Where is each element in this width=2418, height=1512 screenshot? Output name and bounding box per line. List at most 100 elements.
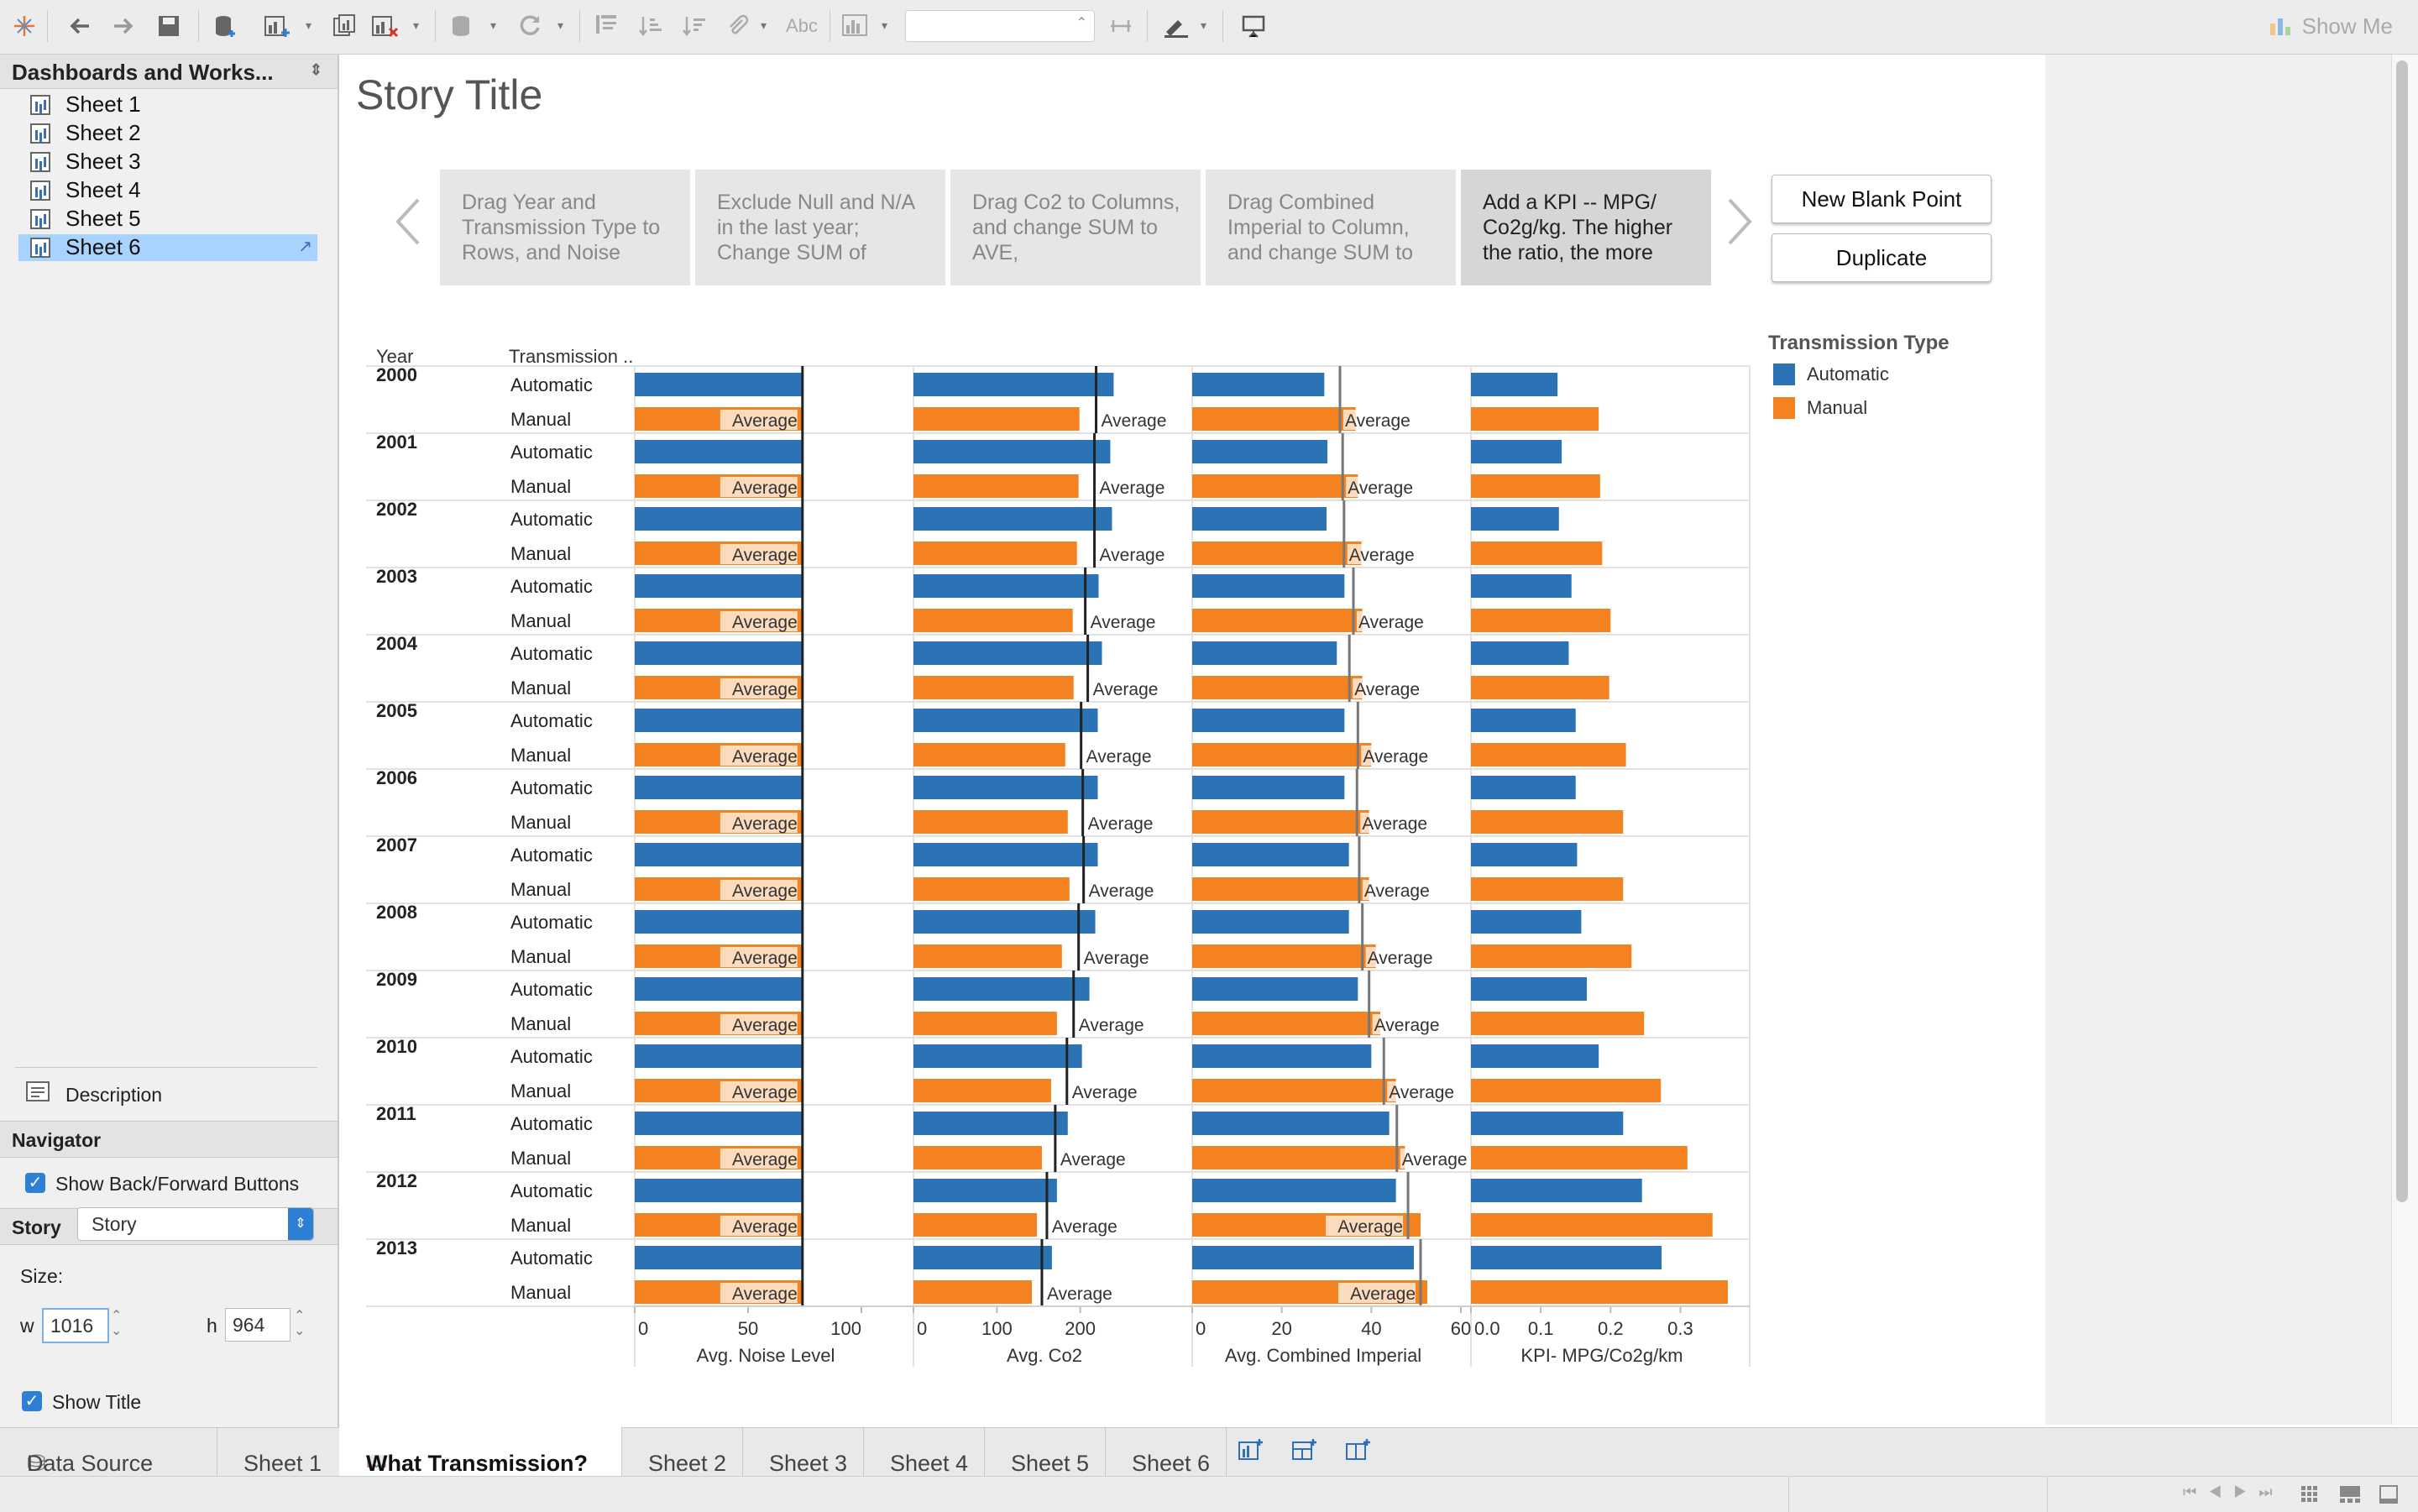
sheet-tab[interactable]: Sheet 1	[217, 1427, 340, 1476]
bar-manual[interactable]	[913, 541, 1077, 565]
bar-manual[interactable]	[1471, 1012, 1645, 1035]
bar-manual[interactable]	[1192, 1146, 1405, 1169]
bar-manual[interactable]	[913, 1280, 1033, 1304]
pin-icon[interactable]	[1107, 12, 1135, 40]
bar-manual[interactable]	[1471, 407, 1599, 431]
story-point[interactable]: Exclude Null and N/A in the last year; C…	[695, 170, 945, 285]
bar-automatic[interactable]	[913, 1044, 1082, 1068]
new-story-tab-icon[interactable]	[1345, 1437, 1372, 1467]
new-blank-point-button[interactable]: New Blank Point	[1772, 175, 1991, 223]
sort-icon[interactable]: ⇕	[309, 61, 322, 78]
bar-manual[interactable]	[1192, 810, 1369, 834]
bar-manual[interactable]	[913, 1079, 1051, 1102]
new-worksheet-tab-icon[interactable]	[1238, 1437, 1264, 1467]
story-point[interactable]: Add a KPI -- MPG/ Co2g/kg. The higher th…	[1461, 170, 1711, 285]
bar-automatic[interactable]	[1192, 1246, 1414, 1269]
bar-automatic[interactable]	[1192, 1179, 1396, 1202]
bar-manual[interactable]	[1192, 944, 1376, 968]
story-point[interactable]: Drag Year and Transmission Type to Rows,…	[440, 170, 690, 285]
bar-manual[interactable]	[913, 944, 1062, 968]
bar-automatic[interactable]	[1192, 1044, 1372, 1068]
bar-automatic[interactable]	[1471, 373, 1558, 396]
bar-automatic[interactable]	[635, 440, 803, 463]
duplicate-sheet-icon[interactable]	[331, 12, 359, 40]
bar-automatic[interactable]	[1471, 776, 1576, 799]
bar-automatic[interactable]	[635, 1044, 803, 1068]
bar-manual[interactable]	[913, 1213, 1038, 1237]
bar-manual[interactable]	[913, 1012, 1057, 1035]
bar-manual[interactable]	[1471, 1280, 1729, 1304]
bar-automatic[interactable]	[635, 641, 803, 665]
bar-automatic[interactable]	[635, 977, 803, 1001]
bar-automatic[interactable]	[1471, 843, 1578, 866]
sort-ascending-icon[interactable]	[636, 12, 665, 40]
bar-manual[interactable]	[1471, 474, 1600, 498]
sheet-navigation-icons[interactable]: ⏮◀▶⏭	[2183, 1483, 2285, 1500]
text-icon[interactable]: Abc	[786, 15, 818, 36]
bar-automatic[interactable]	[1471, 440, 1562, 463]
bar-manual[interactable]	[1192, 676, 1363, 699]
width-input[interactable]: 1016	[42, 1308, 109, 1343]
bar-automatic[interactable]	[1471, 977, 1588, 1001]
bar-manual[interactable]	[1471, 1213, 1713, 1237]
sheet-tab[interactable]: 📖 What Transmission?	[339, 1427, 622, 1476]
bar-automatic[interactable]	[1192, 977, 1358, 1001]
bar-manual[interactable]	[1471, 810, 1624, 834]
bar-manual[interactable]	[913, 877, 1070, 901]
new-worksheet-icon[interactable]	[264, 12, 292, 40]
bar-automatic[interactable]	[1192, 373, 1325, 396]
bar-manual[interactable]	[913, 407, 1080, 431]
bar-manual[interactable]	[1192, 541, 1362, 565]
refresh-icon[interactable]	[516, 12, 544, 40]
height-stepper[interactable]: ⌃ ⌄	[294, 1309, 306, 1338]
show-me-button[interactable]: Show Me	[2269, 12, 2393, 40]
redo-icon[interactable]	[109, 12, 138, 40]
bar-automatic[interactable]	[913, 776, 1098, 799]
tableau-logo-icon[interactable]	[10, 12, 39, 40]
sheet-list-item[interactable]: Sheet 5	[18, 206, 317, 233]
bar-automatic[interactable]	[1192, 440, 1328, 463]
attach-icon[interactable]	[724, 12, 752, 40]
bar-automatic[interactable]	[635, 1179, 803, 1202]
bar-automatic[interactable]	[1192, 574, 1345, 598]
bar-manual[interactable]	[1192, 474, 1358, 498]
chart-type-icon[interactable]	[841, 12, 870, 40]
bar-manual[interactable]	[1192, 407, 1356, 431]
new-data-source-icon[interactable]	[212, 12, 240, 40]
bar-automatic[interactable]	[1192, 776, 1345, 799]
bar-automatic[interactable]	[635, 1112, 803, 1135]
bar-automatic[interactable]	[1192, 843, 1349, 866]
bar-manual[interactable]	[1471, 877, 1624, 901]
bar-manual[interactable]	[913, 810, 1068, 834]
bar-automatic[interactable]	[913, 1179, 1057, 1202]
bar-manual[interactable]	[1471, 944, 1632, 968]
bar-automatic[interactable]	[635, 843, 803, 866]
bar-automatic[interactable]	[913, 910, 1096, 934]
show-buttons-checkbox[interactable]: ✓	[25, 1173, 45, 1193]
sheet-sorter-icon[interactable]	[2300, 1485, 2319, 1508]
bar-automatic[interactable]	[1192, 641, 1337, 665]
bar-automatic[interactable]	[913, 1112, 1068, 1135]
bar-manual[interactable]	[1471, 541, 1603, 565]
sheet-tab[interactable]: Sheet 4	[863, 1427, 985, 1476]
width-stepper[interactable]: ⌃ ⌄	[111, 1309, 123, 1338]
bar-automatic[interactable]	[635, 574, 803, 598]
bar-automatic[interactable]	[635, 507, 803, 531]
bar-manual[interactable]	[913, 676, 1074, 699]
bar-automatic[interactable]	[1192, 910, 1349, 934]
bar-manual[interactable]	[1471, 1146, 1688, 1169]
story-forward-arrow[interactable]	[1725, 195, 1755, 260]
bar-automatic[interactable]	[635, 373, 803, 396]
bar-manual[interactable]	[1192, 743, 1372, 766]
bar-automatic[interactable]	[635, 1246, 803, 1269]
story-point[interactable]: Drag Combined Imperial to Column, and ch…	[1206, 170, 1456, 285]
presentation-icon[interactable]	[1239, 12, 1268, 40]
new-dashboard-tab-icon[interactable]	[1291, 1437, 1318, 1467]
bar-manual[interactable]	[913, 609, 1073, 632]
bar-manual[interactable]	[1192, 877, 1369, 901]
tabs-view-icon[interactable]	[2379, 1485, 2398, 1508]
bar-automatic[interactable]	[913, 440, 1111, 463]
undo-icon[interactable]	[65, 12, 94, 40]
sheet-tab[interactable]: Sheet 2	[621, 1427, 743, 1476]
bar-automatic[interactable]	[913, 641, 1102, 665]
